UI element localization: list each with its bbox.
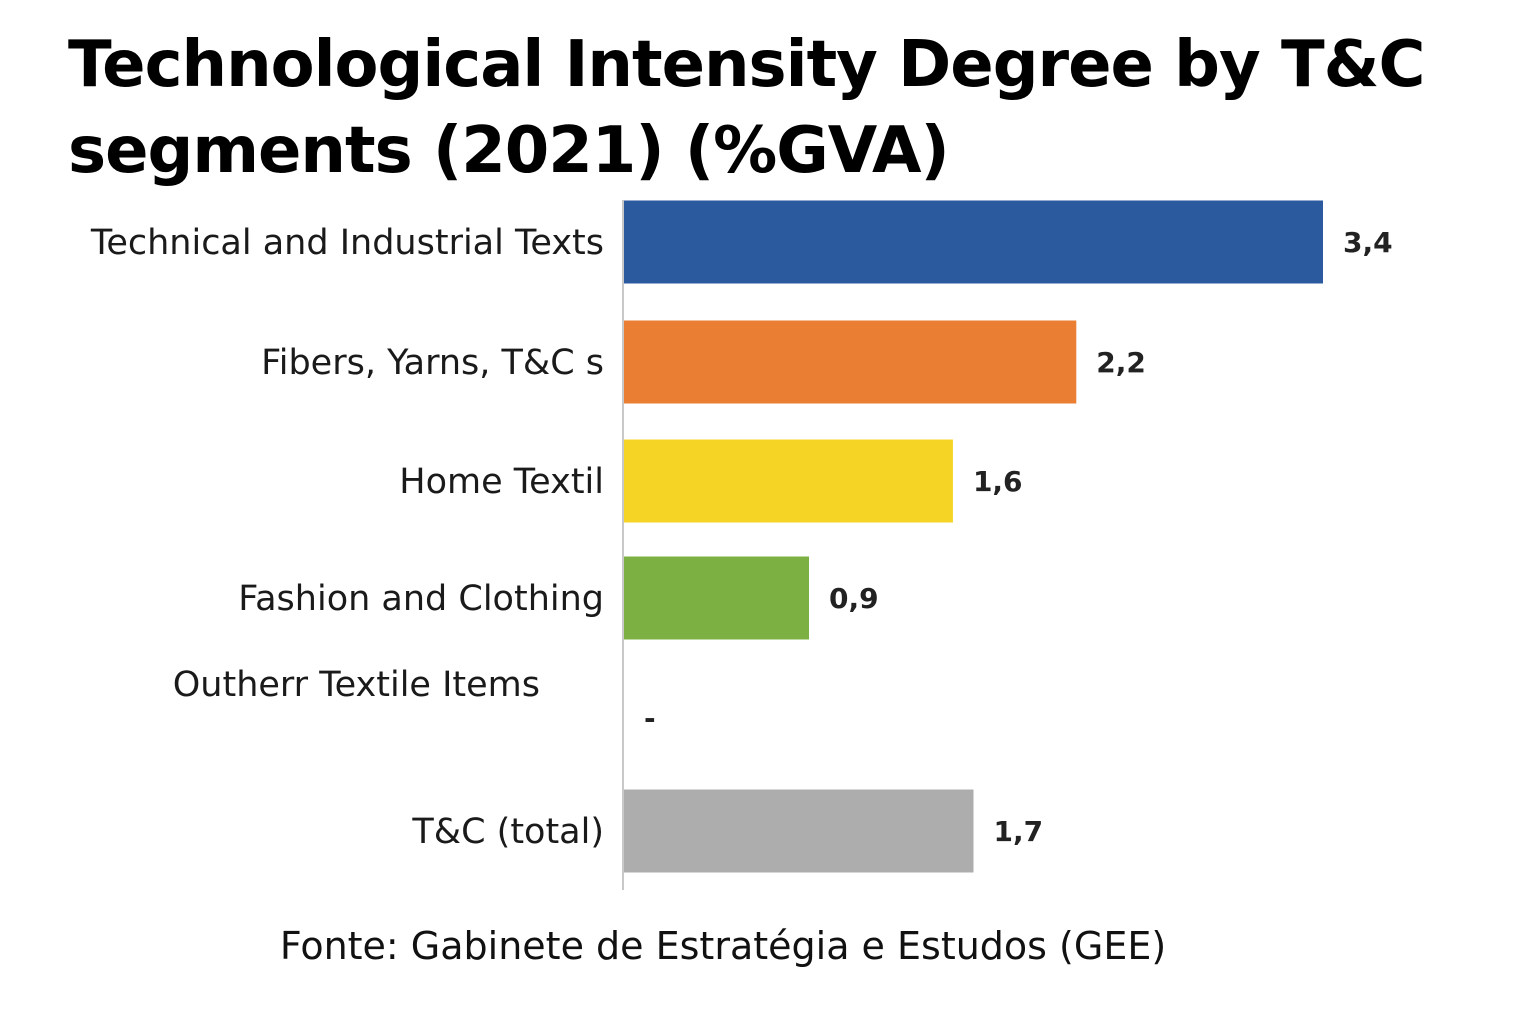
source-note: Fonte: Gabinete de Estratégia e Estudos … [279, 924, 1167, 968]
bar-fashion-and-clothing [624, 556, 810, 640]
category-label-technical-and-industrial-texts: Technical and Industrial Texts [90, 223, 604, 263]
value-label-t-c-total: 1,7 [994, 815, 1044, 848]
bar-home-textil [624, 439, 953, 523]
category-label-home-textil: Home Textil [399, 462, 604, 502]
value-label-fibers-yarns-t-c-s: 2,2 [1096, 346, 1146, 379]
bar-t-c-total [624, 789, 974, 873]
category-label-outherr-textile-items: Outherr Textile Items [173, 665, 540, 705]
category-label-fashion-and-clothing: Fashion and Clothing [238, 579, 604, 619]
value-label-home-textil: 1,6 [973, 465, 1023, 498]
category-label-t-c-total: T&C (total) [411, 812, 604, 852]
value-label-technical-and-industrial-texts: 3,4 [1343, 226, 1393, 259]
chart-title: Technological Intensity Degree by T&C se… [68, 28, 1425, 188]
bar-fibers-yarns-t-c-s [624, 320, 1077, 404]
bar-technical-and-industrial-texts [624, 200, 1323, 284]
bars-layer [624, 200, 1323, 873]
value-label-fashion-and-clothing: 0,9 [829, 582, 879, 615]
value-label-outherr-textile-items: - [644, 702, 656, 735]
category-label-fibers-yarns-t-c-s: Fibers, Yarns, T&C s [261, 343, 604, 383]
labels-layer: Technical and Industrial Texts 3,4 Fibers,… [90, 223, 1393, 852]
